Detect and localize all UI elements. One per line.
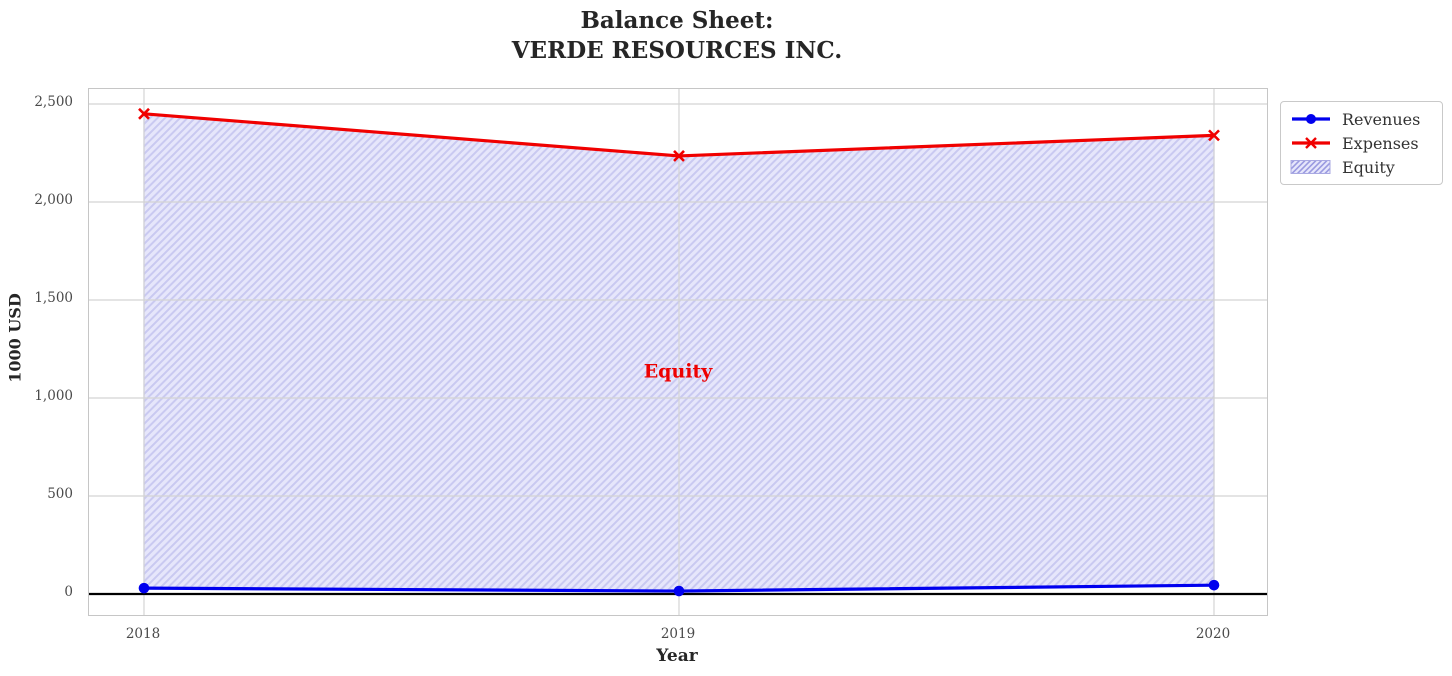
- y-tick-label: 500: [47, 486, 73, 502]
- legend-row-expenses: Expenses: [1290, 134, 1433, 153]
- legend-row-revenues: Revenues: [1290, 110, 1433, 129]
- equity-area-label: Equity: [643, 360, 713, 383]
- revenues-marker: [138, 582, 150, 594]
- revenues-marker: [1208, 579, 1220, 591]
- legend-label-revenues: Revenues: [1342, 109, 1421, 129]
- x-axis-label: Year: [656, 646, 698, 666]
- expenses-line-icon: [1292, 137, 1330, 149]
- y-axis-label: 1000 USD: [5, 293, 25, 383]
- y-tick-label: 2,500: [34, 94, 73, 110]
- revenues-marker: [673, 585, 685, 597]
- legend-row-equity: Equity: [1290, 158, 1433, 177]
- legend-label-equity: Equity: [1342, 157, 1395, 177]
- x-tick-label: 2019: [660, 626, 696, 642]
- equity-patch-icon: [1290, 160, 1331, 174]
- expenses-marker: [673, 150, 685, 162]
- plot-canvas: [89, 89, 1267, 615]
- revenues-line-icon: [1292, 114, 1330, 124]
- plot-area: [88, 88, 1268, 616]
- legend-label-expenses: Expenses: [1342, 133, 1419, 153]
- expenses-marker: [138, 107, 150, 120]
- expenses-marker: [1208, 129, 1220, 142]
- y-tick-label: 2,000: [34, 192, 73, 208]
- chart-title-line1: Balance Sheet:: [580, 7, 774, 34]
- x-tick-label: 2020: [1195, 626, 1231, 642]
- y-tick-label: 1,500: [34, 290, 73, 306]
- x-tick-label: 2018: [125, 626, 161, 642]
- y-tick-label: 1,000: [34, 388, 73, 404]
- chart-title: Balance Sheet: VERDE RESOURCES INC.: [512, 6, 843, 66]
- y-tick-label: 0: [64, 584, 73, 600]
- chart-title-line2: VERDE RESOURCES INC.: [511, 37, 843, 64]
- legend: Revenues Expenses Equity: [1280, 101, 1443, 185]
